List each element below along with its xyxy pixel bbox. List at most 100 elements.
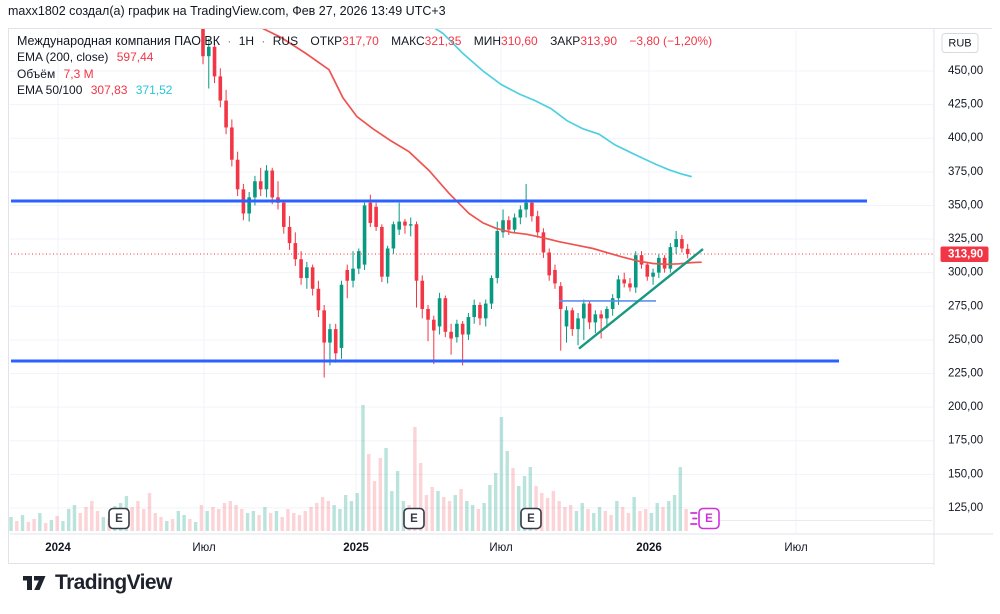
candle-body	[460, 323, 465, 335]
candle-body	[339, 284, 344, 348]
candle-body	[443, 298, 448, 332]
candle-body	[408, 224, 413, 226]
last-price-badge: 313,90	[940, 246, 989, 262]
volume-bar	[465, 501, 469, 531]
candle-body	[230, 127, 234, 160]
volume-bar	[43, 523, 48, 531]
earnings-badge-box	[520, 507, 542, 530]
volume-bar	[528, 467, 532, 531]
volume-bar	[222, 503, 227, 531]
volume-bar	[15, 521, 19, 531]
volume-bar	[147, 493, 152, 531]
currency-button-box[interactable]	[941, 33, 979, 53]
ema50-100-label[interactable]: EMA 50/100	[17, 82, 83, 97]
volume-bar	[678, 467, 683, 531]
volume-bar	[268, 513, 273, 531]
volume-bar	[470, 505, 475, 531]
time-tick-label: 2025	[343, 542, 369, 554]
ema200-label[interactable]: EMA (200, close)	[17, 50, 109, 65]
candle-body	[374, 206, 378, 227]
volume-bar	[84, 507, 88, 531]
currency-button[interactable]: RUB	[941, 33, 979, 53]
volume-bar	[188, 519, 192, 531]
interval-label[interactable]: 1Н	[238, 34, 255, 48]
legend-main-row[interactable]: Международная компания ПАО ВК · 1Н · RUS…	[17, 33, 712, 49]
volume-bar	[263, 507, 267, 531]
candle-body	[668, 247, 673, 269]
volume-bar	[326, 501, 331, 531]
legend-ema200-row[interactable]: EMA (200, close) 597,44	[17, 49, 712, 65]
volume-bar	[20, 515, 25, 531]
volume-bar	[49, 520, 54, 531]
volume-bar	[61, 521, 65, 531]
volume-bar	[390, 491, 394, 531]
candle-body	[322, 310, 326, 343]
user-drawings[interactable]	[11, 199, 940, 521]
candle-body	[455, 323, 459, 338]
volume-bar	[655, 503, 659, 531]
candle-body	[420, 280, 425, 309]
volume-bar	[626, 513, 631, 531]
tradingview-logo[interactable]: TradingView	[22, 571, 172, 595]
ema100-line	[434, 29, 692, 178]
price-tick-label: 400,00	[948, 132, 983, 144]
earnings-badge[interactable]: E	[690, 507, 720, 530]
volume-bar	[505, 451, 509, 531]
volume-label[interactable]: Объём	[17, 66, 56, 81]
volume-bar	[609, 515, 613, 531]
price-tick-label: 350,00	[948, 199, 983, 211]
volume-bar	[499, 417, 504, 531]
volume-bar	[424, 495, 429, 531]
candle-body	[651, 272, 655, 277]
volume-bar	[592, 513, 596, 531]
volume-bar	[153, 513, 157, 531]
ema50-line	[261, 29, 702, 266]
volume-bar	[338, 509, 342, 531]
earnings-badge[interactable]: E	[108, 507, 130, 530]
volume-bar	[493, 473, 498, 531]
candle-body	[639, 255, 644, 265]
chart-canvas[interactable]: E E E E 450,00 425,00 400,00 375,00 350,00 325,0…	[9, 29, 993, 565]
volume-bar	[193, 522, 198, 531]
earnings-badge[interactable]: E	[520, 507, 542, 530]
price-tick-label: 275,00	[948, 300, 983, 312]
volume-bar	[309, 507, 313, 531]
volume-bar	[72, 505, 77, 531]
exchange-label: RUS	[272, 34, 299, 48]
volume-bar	[297, 515, 302, 531]
volume-bar	[165, 521, 169, 531]
volume-bar	[644, 509, 648, 531]
candle-body	[270, 170, 275, 198]
candle-body	[645, 264, 650, 277]
candle-body	[362, 205, 367, 265]
price-tick-label: 200,00	[948, 401, 983, 413]
candle-body	[472, 304, 476, 318]
axes[interactable]: 450,00 425,00 400,00 375,00 350,00 325,00 300,…	[10, 29, 993, 565]
volume-bar	[413, 427, 417, 531]
volume-bar	[286, 509, 290, 531]
legend-ema50-100-row[interactable]: EMA 50/100 307,83 371,52	[17, 82, 712, 98]
volume-bar	[459, 489, 463, 531]
volume-bar	[517, 486, 521, 531]
volume-bar	[447, 501, 452, 531]
attribution-text: maxx1802 создал(а) график на TradingView…	[8, 4, 446, 18]
volume-bar	[170, 519, 175, 531]
volume-bar	[349, 501, 354, 531]
volume-bar	[32, 519, 36, 531]
symbol-title[interactable]: Международная компания ПАО ВК	[17, 34, 221, 48]
legend-volume-row[interactable]: Объём 7,3 M	[17, 66, 712, 82]
volume-bar	[292, 513, 296, 531]
volume-bar	[257, 515, 261, 531]
candle-body	[558, 286, 563, 309]
volume-bar	[476, 509, 481, 531]
price-tick-label: 250,00	[948, 334, 983, 346]
candle-body	[218, 76, 223, 101]
candle-body	[449, 331, 453, 339]
ema50-value: 307,83	[90, 82, 128, 97]
earnings-badge[interactable]: E	[403, 507, 425, 530]
volume-bar	[361, 405, 365, 531]
volume-bar	[95, 511, 100, 531]
candle-body	[674, 239, 678, 248]
legend: Международная компания ПАО ВК · 1Н · RUS…	[17, 33, 712, 98]
